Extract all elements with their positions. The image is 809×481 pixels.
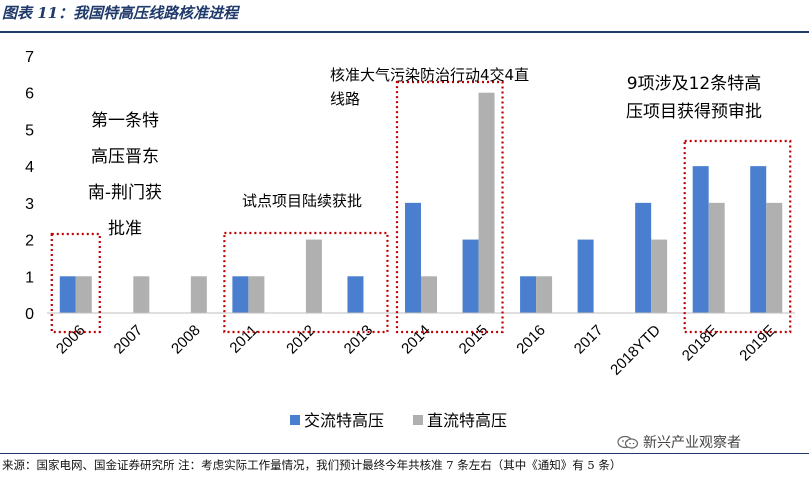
x-tick-label: 2011 (226, 322, 261, 357)
bar-ac-2013 (347, 276, 364, 313)
footer-divider (0, 453, 809, 454)
bar-dc-2014 (421, 276, 437, 313)
chart-title: 图表 11：我国特高压线路核准进程 (2, 4, 239, 22)
y-tick-label: 7 (25, 49, 34, 66)
x-tick-label: 2014 (398, 322, 434, 358)
highlight-box-2011-2013 (223, 231, 389, 334)
y-tick-label: 3 (25, 196, 34, 213)
x-tick-label: 2006 (53, 322, 89, 358)
bar-dc-2008 (190, 276, 207, 313)
annotation-air-plan: 线路 (330, 90, 360, 108)
x-tick-label: 2008 (168, 322, 204, 358)
y-tick-label: 2 (25, 233, 34, 250)
annotation-air-plan: 核准大气污染防治行动4交4直 (330, 66, 529, 84)
bar-ac-2018E (692, 166, 709, 313)
bar-ac-2016 (520, 276, 537, 313)
x-tick-label: 2019E (736, 322, 779, 365)
x-tick-label: 2013 (341, 322, 377, 358)
x-tick-label: 2015 (456, 322, 492, 358)
legend-label: 交流特高压 (304, 411, 384, 430)
bar-dc-2016 (536, 276, 553, 313)
annotation-first-line: 高压晋东 (91, 147, 159, 167)
x-tick-label: 2012 (283, 322, 319, 358)
title-divider (0, 31, 809, 33)
bar-dc-2007 (133, 276, 150, 313)
y-tick-label: 0 (25, 306, 34, 323)
highlight-box-2014-2015 (395, 80, 504, 334)
bar-dc-2019E (766, 202, 783, 313)
bar-dc-2018YTD (651, 239, 668, 313)
wechat-icon (617, 435, 639, 449)
bar-dc-2006 (75, 276, 92, 313)
y-tick-label: 5 (25, 122, 34, 139)
source-note: 来源：国家电网、国金证券研究所 注：考虑实际工作量情况，我们预计最终今年共核准 … (2, 458, 622, 472)
watermark: 新兴产业观察者 (617, 432, 741, 452)
x-tick-label: 2016 (513, 322, 549, 358)
annotation-first-line: 批准 (108, 219, 142, 239)
bar-dc-2015 (478, 92, 495, 313)
annotation-first-line: 第一条特 (91, 111, 159, 131)
watermark-text: 新兴产业观察者 (643, 435, 741, 451)
legend-label: 直流特高压 (427, 411, 507, 430)
bar-ac-2017 (577, 239, 594, 313)
legend-swatch (290, 415, 300, 425)
x-tick-label: 2018YTD (607, 322, 664, 379)
bar-ac-2011 (232, 276, 249, 313)
bar-dc-2012 (305, 239, 322, 313)
highlight-box-2006 (50, 232, 101, 334)
bar-ac-2014 (405, 202, 421, 313)
bar-ac-2018YTD (635, 202, 652, 313)
bar-dc-2011 (248, 276, 265, 313)
y-tick-label: 1 (25, 269, 34, 286)
highlight-box-2018E-2019E (683, 139, 792, 334)
bar-dc-2018E (708, 202, 725, 313)
annotation-nine-projects: 压项目获得预审批 (626, 102, 762, 122)
bar-ac-2019E (750, 166, 767, 313)
x-tick-label: 2017 (571, 322, 607, 358)
annotation-first-line: 南-荆门获 (88, 183, 162, 203)
bar-ac-2006 (59, 276, 76, 313)
y-tick-label: 6 (25, 86, 34, 103)
y-tick-label: 4 (25, 159, 34, 176)
bar-ac-2015 (462, 239, 479, 313)
annotation-nine-projects: 9项涉及12条特高 (627, 74, 761, 94)
x-tick-label: 2007 (111, 322, 147, 358)
annotation-pilot: 试点项目陆续获批 (242, 192, 362, 210)
legend-swatch (413, 415, 423, 425)
